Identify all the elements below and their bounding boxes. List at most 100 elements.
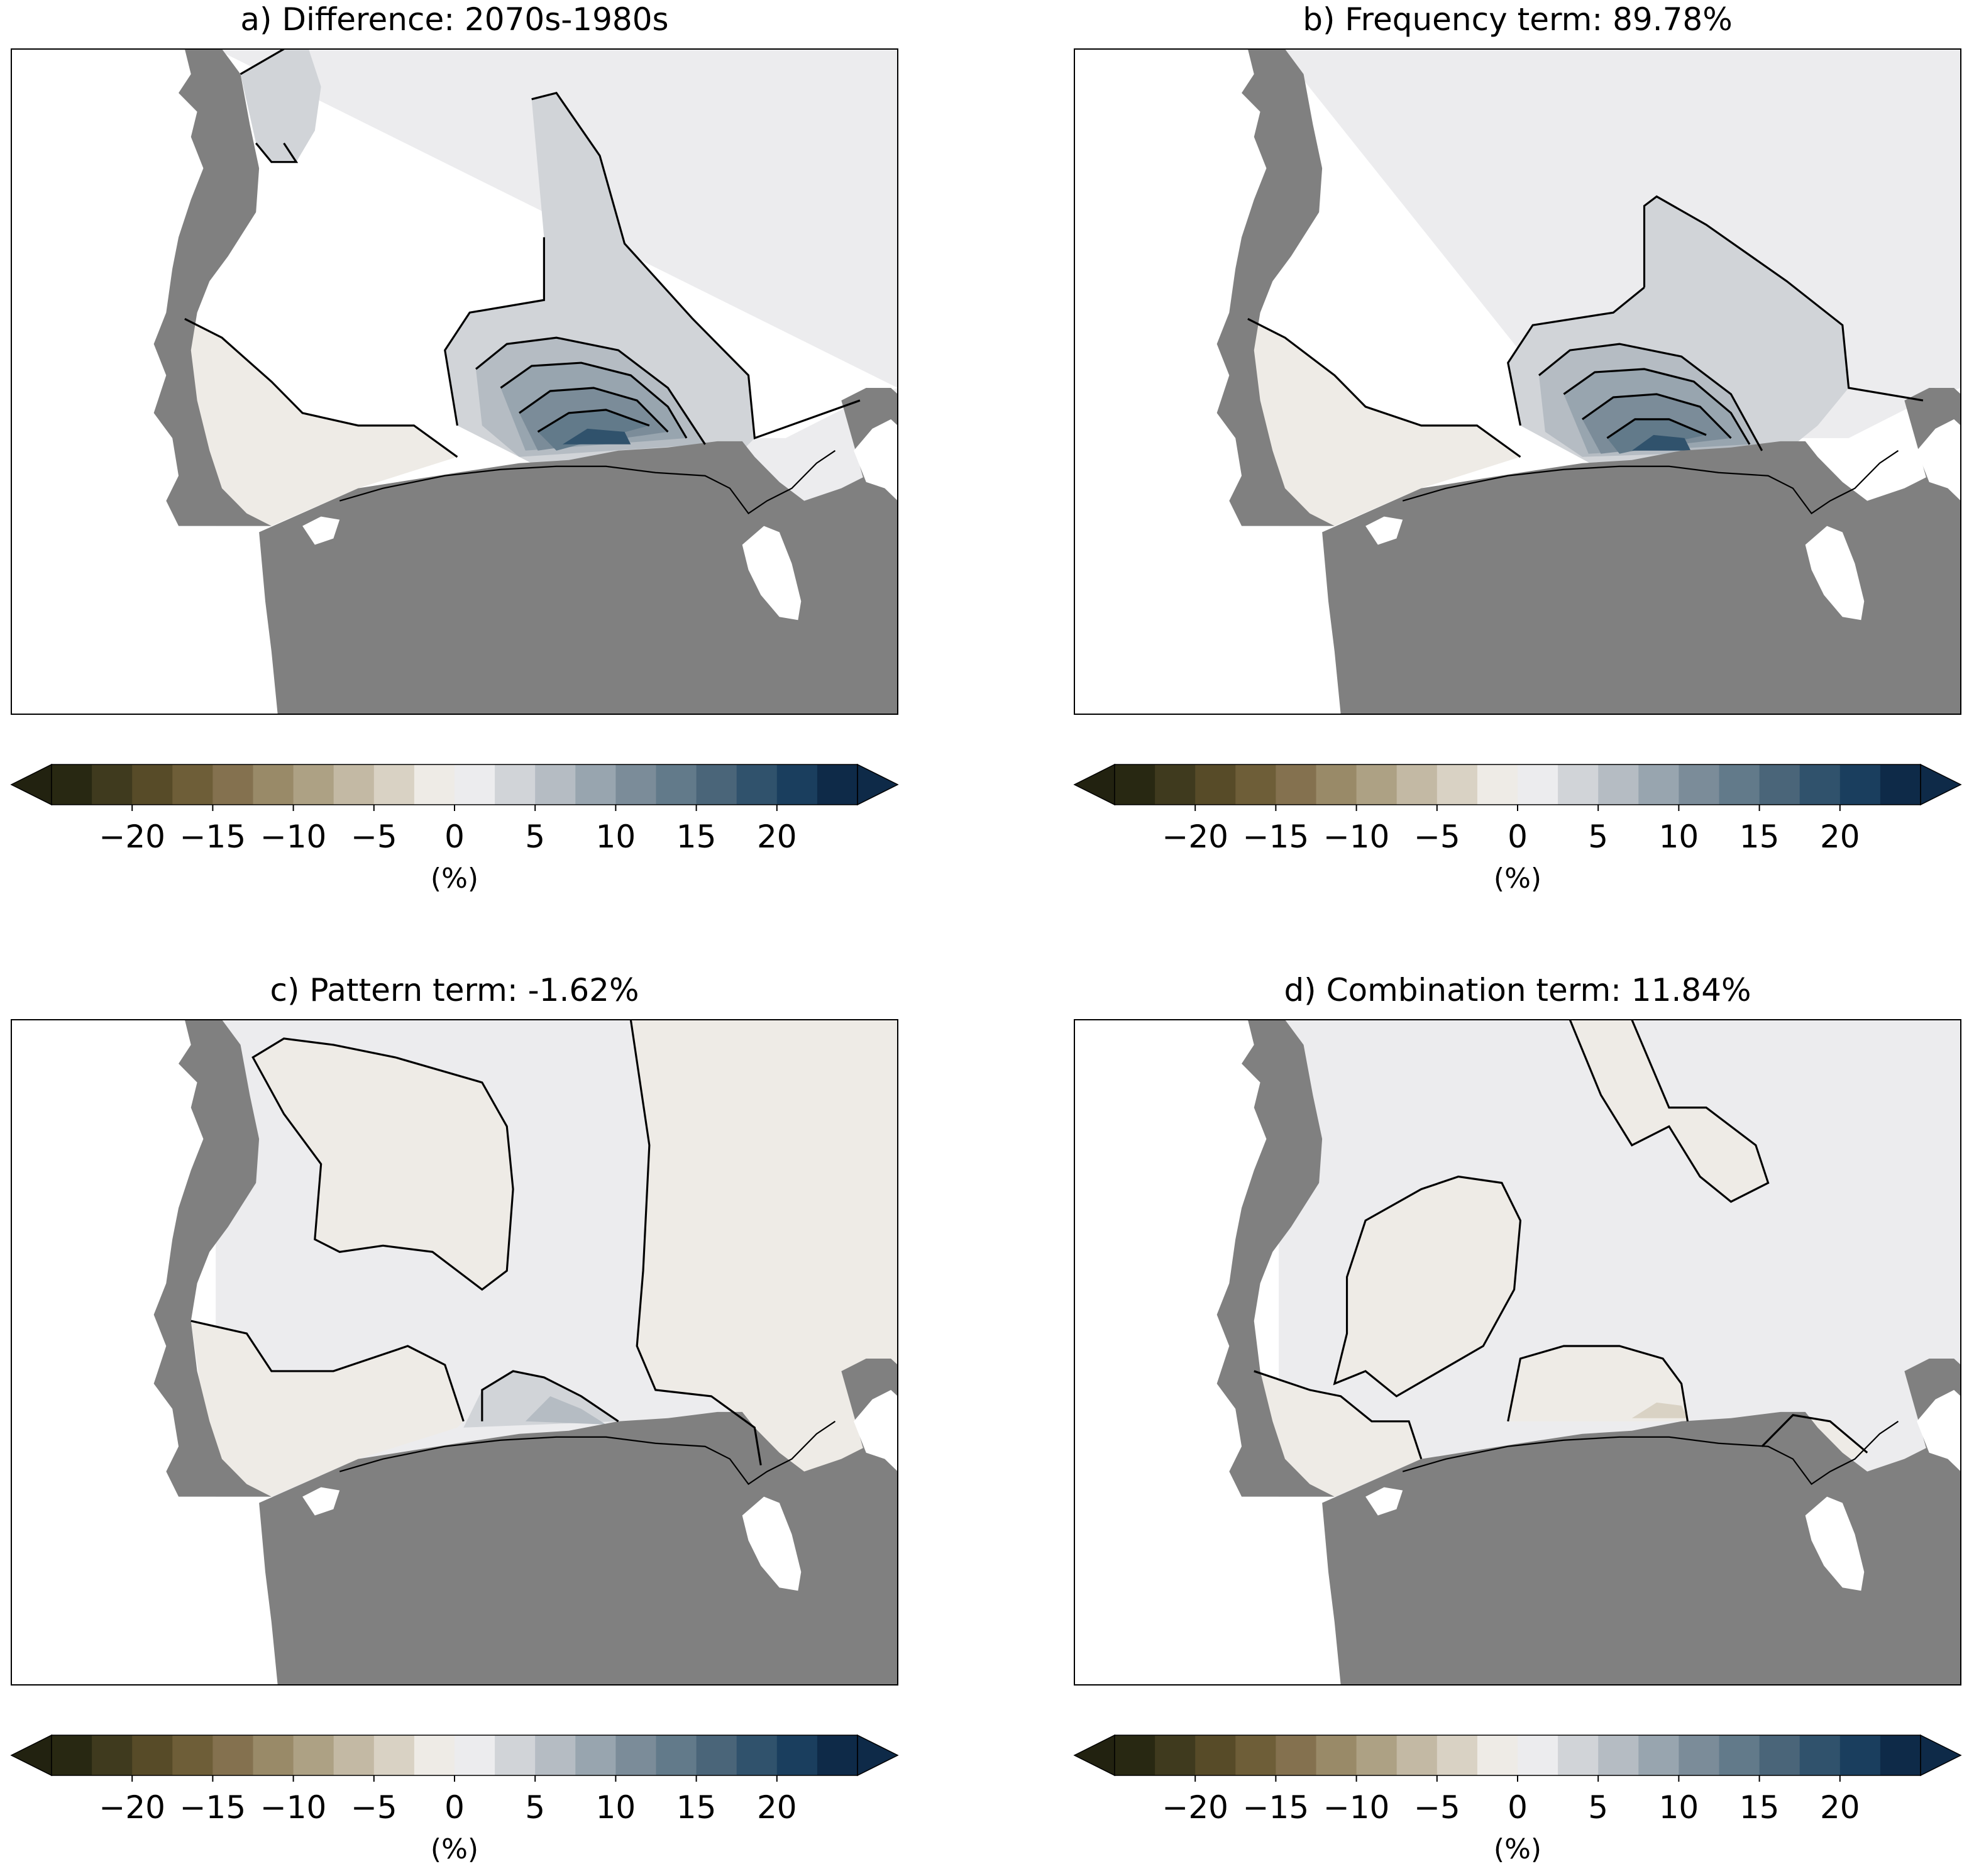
coastline (1402, 450, 1899, 515)
colorbar-swatch (1235, 1735, 1276, 1775)
colorbar-swatch (575, 1735, 616, 1775)
coastline (339, 1420, 836, 1486)
contour-line (1247, 317, 1521, 458)
colorbar-swatch (293, 764, 334, 805)
shaded-region (1631, 1402, 1688, 1418)
colorbar-swatch (1719, 764, 1760, 805)
colorbar-tick-label: −20 (1162, 819, 1228, 855)
shaded-region (240, 49, 321, 162)
colorbar-swatch (253, 764, 294, 805)
contour-line (475, 336, 706, 445)
colorbar-d: −20 −15 −10 −5 0 5 10 15 20 (%) (1073, 1734, 1962, 1865)
colorbar-swatch (696, 764, 737, 805)
contour-line (190, 1320, 465, 1422)
colorbar-tick-label: −5 (1414, 819, 1460, 855)
colorbar-unit-label: (%) (431, 1833, 478, 1865)
colorbar-swatch (656, 764, 697, 805)
colorbar-tick-label: −15 (180, 1789, 246, 1826)
panel-title-c: c) Pattern term: -1.62% (270, 972, 639, 1008)
shaded-region (525, 1396, 606, 1425)
colorbar-swatch (1518, 1735, 1558, 1775)
shaded-region (1570, 1020, 1768, 1202)
colorbar-swatch (455, 1735, 495, 1775)
colorbar-swatch (253, 1735, 294, 1775)
colorbar-swatch (495, 1735, 536, 1775)
colorbar-swatch (1719, 1735, 1760, 1775)
colorbar-swatch (1436, 764, 1478, 805)
colorbar-tick-label: 15 (676, 819, 717, 855)
colorbar-tick-label: −5 (351, 819, 397, 855)
colorbar-swatch (736, 1735, 778, 1775)
colorbar-swatch (1356, 1735, 1398, 1775)
colorbar-extend-high (857, 1734, 899, 1777)
colorbar-swatch (1839, 764, 1881, 805)
coastline (1402, 1420, 1899, 1486)
shaded-region (216, 49, 898, 526)
colorbar-swatch (1638, 1735, 1679, 1775)
colorbar-tick-label: −5 (1414, 1789, 1460, 1826)
map-frame (11, 48, 898, 715)
colorbar-extend-high (1920, 1734, 1962, 1777)
colorbar-tick-label: −20 (99, 819, 165, 855)
colorbar-swatch (212, 1735, 253, 1775)
panel-title-b: b) Frequency term: 89.78% (1303, 1, 1732, 38)
contour-line (1582, 393, 1732, 439)
contour-line (519, 387, 669, 433)
contour-line (1606, 418, 1707, 439)
colorbar-tick-label: −10 (260, 819, 327, 855)
colorbar-swatch (1316, 1735, 1357, 1775)
colorbar-tick-label: −15 (180, 819, 246, 855)
map-d (1074, 1020, 1961, 1685)
contour-line (1643, 195, 1924, 402)
colorbar-swatch (1396, 764, 1438, 805)
shaded-region (562, 428, 631, 444)
map-frame (1074, 48, 1961, 715)
colorbar-swatch (1558, 1735, 1599, 1775)
colorbar-swatch (1839, 1735, 1881, 1775)
colorbar-swatch (293, 1735, 334, 1775)
colorbar-swatch (373, 1735, 415, 1775)
colorbar-swatch (1235, 764, 1276, 805)
colorbar-tick-label: −20 (99, 1789, 165, 1826)
panel-title-a: a) Difference: 2070s-1980s (240, 1, 668, 38)
contour-line (255, 142, 299, 163)
colorbar-swatch (1155, 1735, 1196, 1775)
colorbar-swatch (1679, 764, 1719, 805)
colorbar-swatch (776, 764, 818, 805)
colorbar-tick-label: −10 (260, 1789, 327, 1826)
colorbar-swatch (172, 1735, 213, 1775)
shaded-region (1279, 1020, 1961, 1497)
panel-c: c) Pattern term: -1.62% −20 −15 −10 −5 0 5 10 15… (10, 972, 899, 1865)
colorbar-swatch (52, 764, 92, 805)
colorbar-tick-label: 0 (1508, 819, 1528, 855)
colorbar-swatch (1155, 764, 1196, 805)
contour-line (537, 409, 650, 433)
colorbar-extend-low (1073, 763, 1115, 806)
contour-line (444, 237, 545, 426)
colorbar-swatch (1316, 764, 1357, 805)
colorbar-tick-label: 20 (1820, 1789, 1860, 1826)
map-b (1074, 49, 1961, 714)
colorbar-swatch (615, 764, 656, 805)
map-frame (1074, 1019, 1961, 1686)
colorbar-swatch (1558, 764, 1599, 805)
coastline (339, 450, 836, 515)
colorbar-extend-high (1920, 763, 1962, 806)
colorbar-swatch (1759, 764, 1800, 805)
colorbar-extend-low (10, 763, 52, 806)
colorbar-swatch (414, 1735, 455, 1775)
colorbar-tick-label: 5 (525, 819, 545, 855)
colorbar-swatch (1195, 1735, 1236, 1775)
colorbar-swatch (1679, 1735, 1719, 1775)
colorbar-swatch (1477, 764, 1518, 805)
colorbar-swatch (1396, 1735, 1438, 1775)
contour-line (184, 317, 458, 458)
colorbar-swatch (495, 764, 536, 805)
colorbar-swatch (535, 764, 576, 805)
contour-line (481, 1370, 619, 1423)
shaded-region (1631, 434, 1691, 451)
colorbar-swatch (1477, 1735, 1518, 1775)
colorbar-tick-label: 5 (1588, 1789, 1608, 1826)
colorbar-swatch (1598, 764, 1639, 805)
colorbar-tick-label: 0 (444, 819, 465, 855)
